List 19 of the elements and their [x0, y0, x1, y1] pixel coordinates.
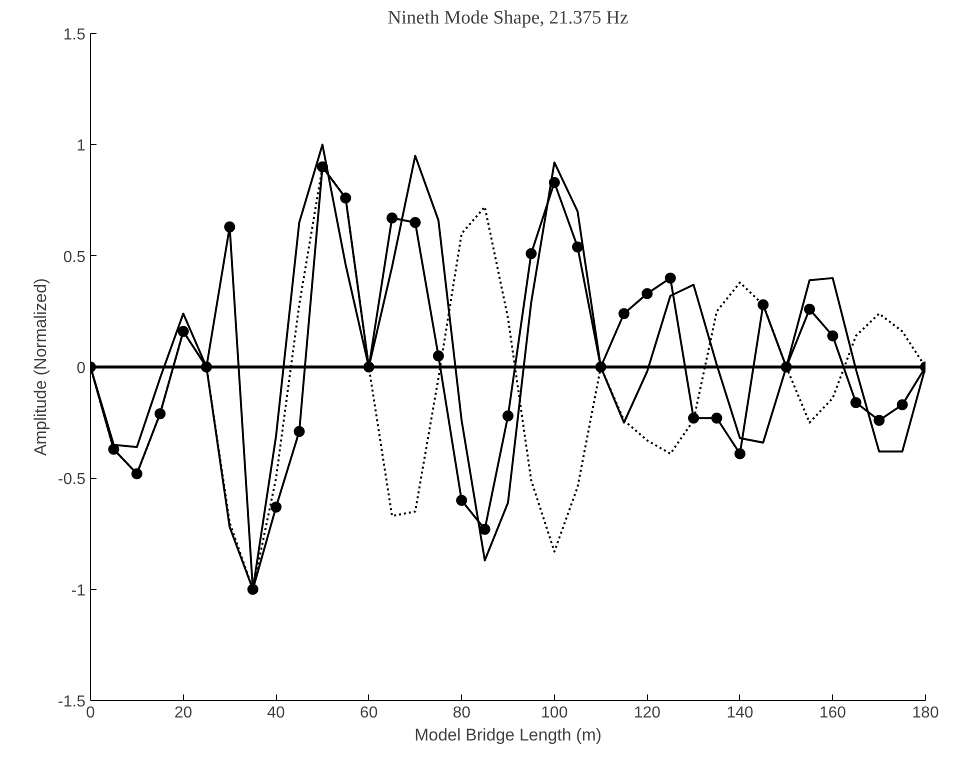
y-tick-label: 1 — [76, 138, 86, 155]
x-axis-title: Model Bridge Length (m) — [414, 726, 602, 744]
y-tick-label: -1.5 — [58, 694, 86, 710]
x-tick-label: 120 — [634, 704, 661, 722]
y-axis-title: Amplitude (Normalized) — [30, 278, 50, 456]
x-tick-label: 160 — [819, 704, 846, 722]
y-tick-label: -0.5 — [58, 471, 86, 488]
y-tick-label: 0 — [76, 360, 86, 377]
y-tick-label: 0.5 — [63, 248, 86, 266]
x-tick-label: 100 — [541, 704, 568, 722]
y-tick-label: 1.5 — [63, 26, 86, 44]
x-tick-label: 40 — [267, 704, 286, 722]
x-tick-label: 140 — [726, 704, 754, 722]
x-tick-label: 80 — [452, 704, 471, 722]
chart-title: Nineth Mode Shape, 21.375 Hz — [388, 8, 628, 28]
x-tick-label: 60 — [360, 704, 378, 722]
x-tick-label: 180 — [912, 704, 939, 722]
y-tick-label: -1 — [71, 582, 86, 600]
x-tick-label: 20 — [174, 704, 192, 722]
